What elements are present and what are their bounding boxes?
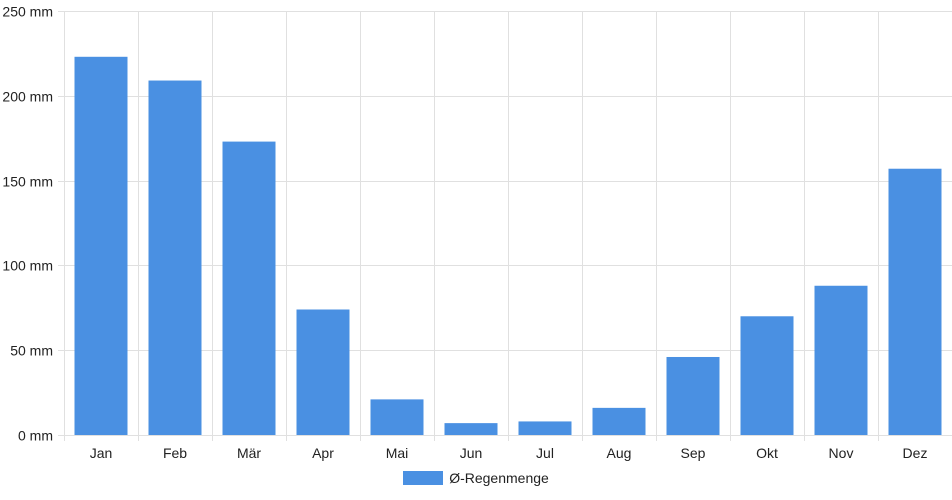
x-tick-label: Mai bbox=[386, 445, 409, 461]
bar-feb bbox=[148, 80, 202, 435]
chart-bars bbox=[74, 56, 942, 436]
x-tick-label: Jul bbox=[536, 445, 554, 461]
chart-legend: Ø-Regenmenge bbox=[0, 470, 952, 486]
bar-sep bbox=[666, 356, 720, 435]
x-tick-label: Feb bbox=[163, 445, 187, 461]
x-tick-label: Okt bbox=[756, 445, 778, 461]
y-tick-label: 200 mm bbox=[2, 89, 53, 105]
y-tick-label: 150 mm bbox=[2, 174, 53, 190]
bar-jan bbox=[74, 56, 128, 436]
x-tick-label: Nov bbox=[829, 445, 854, 461]
bar-aug bbox=[592, 407, 646, 435]
bar-nov bbox=[814, 285, 868, 435]
y-tick-label: 0 mm bbox=[18, 428, 53, 444]
x-tick-label: Jun bbox=[460, 445, 483, 461]
bar-jun bbox=[444, 423, 498, 435]
y-axis-labels: 0 mm 50 mm 100 mm 150 mm 200 mm 250 mm bbox=[2, 4, 53, 444]
rainfall-bar-chart: 0 mm 50 mm 100 mm 150 mm 200 mm 250 mm Jan Feb… bbox=[2, 4, 952, 461]
x-tick-label: Dez bbox=[903, 445, 928, 461]
chart-grid bbox=[58, 11, 952, 441]
legend-label: Ø-Regenmenge bbox=[449, 470, 549, 486]
bar-jul bbox=[518, 421, 572, 435]
x-tick-label: Apr bbox=[312, 445, 334, 461]
bar-dez bbox=[888, 168, 942, 435]
x-axis-labels: Jan Feb Mär Apr Mai Jun Jul Aug Sep Okt Nov Dez bbox=[90, 445, 928, 461]
x-tick-label: Aug bbox=[607, 445, 632, 461]
bar-okt bbox=[740, 316, 794, 435]
y-tick-label: 50 mm bbox=[10, 343, 53, 359]
y-tick-label: 250 mm bbox=[2, 4, 53, 20]
bar-apr bbox=[296, 309, 350, 435]
bar-mai bbox=[370, 399, 424, 435]
legend-swatch bbox=[403, 471, 444, 485]
bar-mär bbox=[222, 141, 276, 436]
x-tick-label: Sep bbox=[681, 445, 706, 461]
x-tick-label: Mär bbox=[237, 445, 261, 461]
x-tick-label: Jan bbox=[90, 445, 113, 461]
y-tick-label: 100 mm bbox=[2, 258, 53, 274]
